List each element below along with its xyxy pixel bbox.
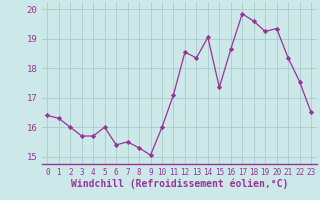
X-axis label: Windchill (Refroidissement éolien,°C): Windchill (Refroidissement éolien,°C) <box>70 179 288 189</box>
